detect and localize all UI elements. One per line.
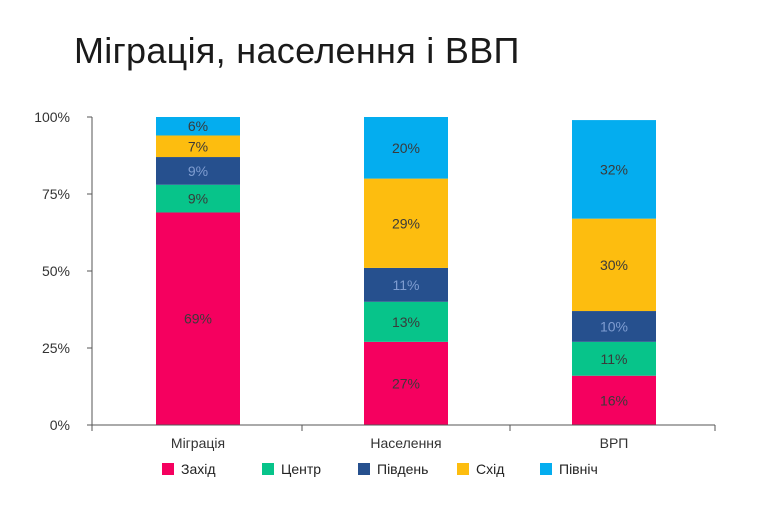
legend-swatch bbox=[457, 463, 469, 475]
page-title: Міграція, населення і ВВП bbox=[74, 30, 520, 71]
bar-segment bbox=[364, 267, 448, 302]
y-tick-label: 50% bbox=[42, 263, 70, 279]
bar-segment bbox=[364, 301, 448, 342]
bar-segment bbox=[572, 218, 656, 312]
data-label: 11% bbox=[393, 277, 420, 293]
data-label: 11% bbox=[601, 351, 628, 367]
bar-segment bbox=[572, 311, 656, 342]
data-label: 32% bbox=[600, 161, 628, 177]
bar-segment bbox=[156, 117, 240, 136]
legend-label: Південь bbox=[377, 461, 428, 477]
y-tick-label: 75% bbox=[42, 186, 70, 202]
data-label: 29% bbox=[392, 215, 420, 231]
x-tick-label: Міграція bbox=[171, 435, 225, 451]
legend-label: Захід bbox=[181, 461, 216, 477]
data-label: 13% bbox=[392, 314, 420, 330]
data-label: 9% bbox=[188, 163, 208, 179]
legend-swatch bbox=[262, 463, 274, 475]
data-label: 9% bbox=[188, 191, 208, 207]
y-tick-label: 0% bbox=[50, 417, 70, 433]
bar-segment bbox=[156, 184, 240, 213]
bar-segment bbox=[364, 341, 448, 425]
legend-label: Центр bbox=[281, 461, 321, 477]
data-label: 6% bbox=[188, 118, 208, 134]
y-tick-label: 25% bbox=[42, 340, 70, 356]
data-label: 27% bbox=[392, 375, 420, 391]
y-tick-label: 100% bbox=[34, 109, 70, 125]
legend-swatch bbox=[540, 463, 552, 475]
legend-label: Північ bbox=[559, 461, 598, 477]
bar-segment bbox=[156, 157, 240, 185]
bar-segment bbox=[156, 212, 240, 425]
data-label: 69% bbox=[184, 311, 212, 327]
x-tick-label: ВРП bbox=[600, 435, 629, 451]
data-label: 10% bbox=[600, 318, 628, 334]
data-label: 7% bbox=[188, 138, 208, 154]
legend-swatch bbox=[358, 463, 370, 475]
x-tick-label: Населення bbox=[370, 435, 441, 451]
data-label: 20% bbox=[392, 140, 420, 156]
bar-segment bbox=[156, 135, 240, 158]
data-label: 16% bbox=[600, 392, 628, 408]
bar-segment bbox=[364, 178, 448, 268]
bar-segment bbox=[364, 117, 448, 179]
bar-segment bbox=[572, 120, 656, 219]
bar-segment bbox=[572, 341, 656, 376]
bar-segment bbox=[572, 375, 656, 425]
data-label: 30% bbox=[600, 257, 628, 273]
legend-swatch bbox=[162, 463, 174, 475]
legend-label: Схід bbox=[476, 461, 504, 477]
